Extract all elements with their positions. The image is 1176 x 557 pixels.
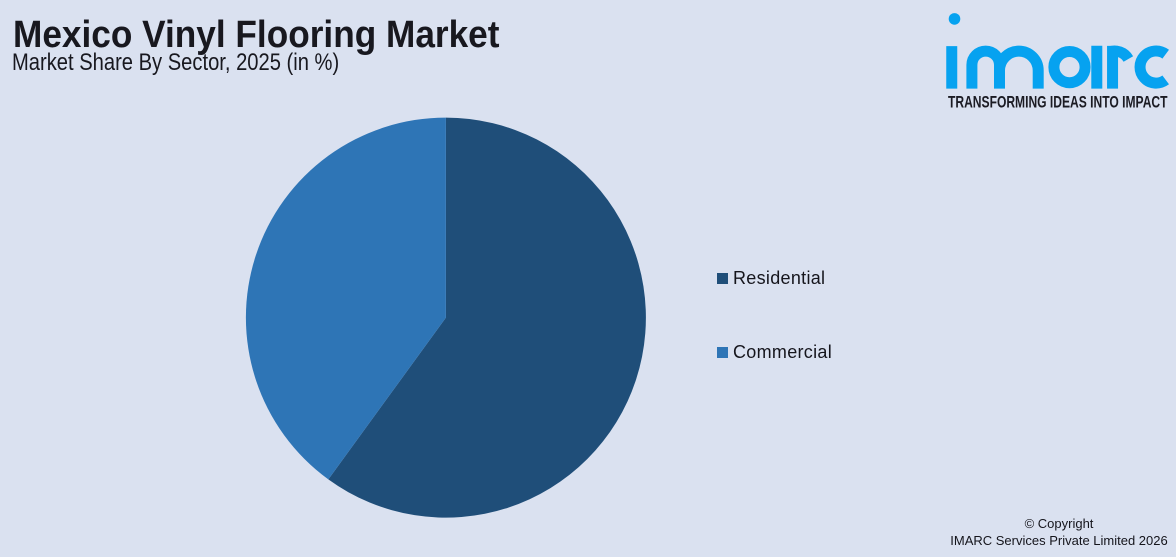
svg-text:TRANSFORMING IDEAS INTO IMPACT: TRANSFORMING IDEAS INTO IMPACT	[948, 93, 1168, 111]
